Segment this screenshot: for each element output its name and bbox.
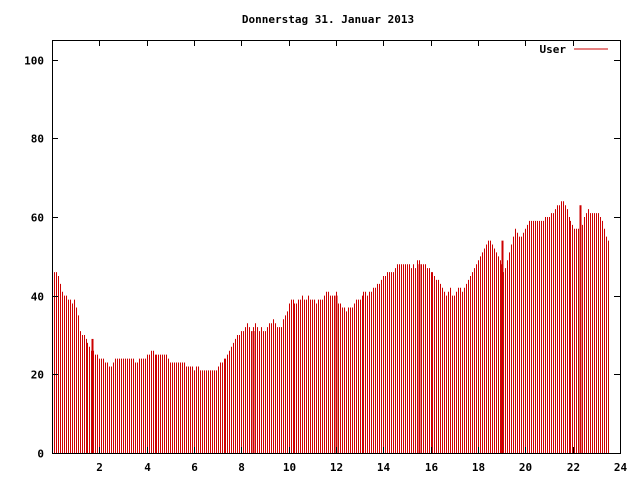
x-tick-label: 2	[96, 461, 103, 474]
x-tick-label: 12	[330, 461, 343, 474]
x-tick-label: 4	[144, 461, 151, 474]
chart-title: Donnerstag 31. Januar 2013	[242, 13, 414, 26]
spike-series	[91, 205, 582, 453]
legend: User	[540, 43, 608, 56]
y-tick-label: 20	[31, 369, 44, 382]
y-tick-label: 60	[31, 212, 44, 225]
x-tick-label: 22	[567, 461, 580, 474]
x-tick-label: 24	[614, 461, 628, 474]
y-tick-label: 100	[24, 55, 44, 68]
x-tick-label: 16	[425, 461, 439, 474]
legend-label: User	[540, 43, 567, 56]
y-tick-label: 40	[31, 291, 44, 304]
x-tick-label: 20	[519, 461, 532, 474]
y-tick-label: 0	[37, 448, 44, 461]
bar-series	[54, 201, 609, 453]
x-tick-label: 14	[377, 461, 391, 474]
x-tick-label: 18	[472, 461, 485, 474]
x-tick-label: 8	[238, 461, 245, 474]
x-tick-label: 6	[191, 461, 198, 474]
y-tick-label: 80	[31, 133, 44, 146]
x-tick-label: 10	[283, 461, 296, 474]
